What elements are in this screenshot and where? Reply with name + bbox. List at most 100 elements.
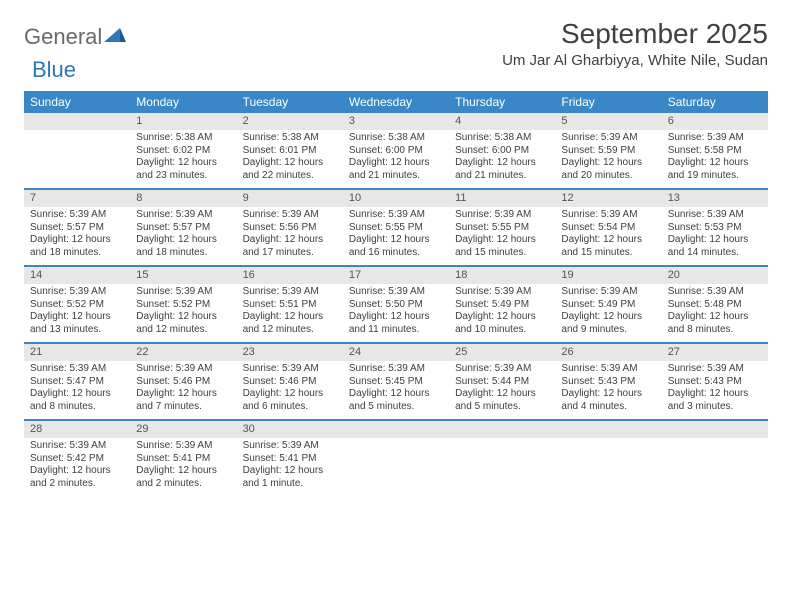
day-body: Sunrise: 5:39 AMSunset: 5:46 PMDaylight:… xyxy=(130,361,236,419)
daylight-line: Daylight: 12 hours and 21 minutes. xyxy=(349,157,443,182)
calendar-page: General September 2025 Um Jar Al Gharbiy… xyxy=(0,0,792,506)
daylight-line: Daylight: 12 hours and 20 minutes. xyxy=(561,157,655,182)
daylight-line: Daylight: 12 hours and 15 minutes. xyxy=(455,234,549,259)
sunset-line: Sunset: 5:50 PM xyxy=(349,299,443,312)
day-cell: 6Sunrise: 5:39 AMSunset: 5:58 PMDaylight… xyxy=(662,113,768,188)
sunrise-line: Sunrise: 5:39 AM xyxy=(136,209,230,222)
sunrise-line: Sunrise: 5:39 AM xyxy=(561,286,655,299)
daylight-line: Daylight: 12 hours and 21 minutes. xyxy=(455,157,549,182)
day-body: Sunrise: 5:39 AMSunset: 5:54 PMDaylight:… xyxy=(555,207,661,265)
day-body: Sunrise: 5:39 AMSunset: 5:43 PMDaylight:… xyxy=(555,361,661,419)
sunset-line: Sunset: 5:43 PM xyxy=(668,376,762,389)
day-number: 5 xyxy=(555,113,661,130)
day-number xyxy=(555,421,661,438)
day-number xyxy=(662,421,768,438)
day-number: 18 xyxy=(449,267,555,284)
sunrise-line: Sunrise: 5:38 AM xyxy=(349,132,443,145)
day-header-thu: Thursday xyxy=(449,91,555,113)
daylight-line: Daylight: 12 hours and 18 minutes. xyxy=(30,234,124,259)
day-body: Sunrise: 5:39 AMSunset: 5:48 PMDaylight:… xyxy=(662,284,768,342)
sunrise-line: Sunrise: 5:39 AM xyxy=(243,440,337,453)
day-body: Sunrise: 5:38 AMSunset: 6:00 PMDaylight:… xyxy=(449,130,555,188)
sunset-line: Sunset: 5:57 PM xyxy=(136,222,230,235)
day-body: Sunrise: 5:39 AMSunset: 5:43 PMDaylight:… xyxy=(662,361,768,419)
day-body: Sunrise: 5:39 AMSunset: 5:44 PMDaylight:… xyxy=(449,361,555,419)
day-body: Sunrise: 5:39 AMSunset: 5:50 PMDaylight:… xyxy=(343,284,449,342)
day-cell: 3Sunrise: 5:38 AMSunset: 6:00 PMDaylight… xyxy=(343,113,449,188)
sunrise-line: Sunrise: 5:38 AM xyxy=(243,132,337,145)
day-body xyxy=(24,130,130,186)
sunrise-line: Sunrise: 5:39 AM xyxy=(136,440,230,453)
day-cell: 17Sunrise: 5:39 AMSunset: 5:50 PMDayligh… xyxy=(343,267,449,342)
day-cell: 22Sunrise: 5:39 AMSunset: 5:46 PMDayligh… xyxy=(130,344,236,419)
daylight-line: Daylight: 12 hours and 12 minutes. xyxy=(136,311,230,336)
day-number: 29 xyxy=(130,421,236,438)
week-row: 7Sunrise: 5:39 AMSunset: 5:57 PMDaylight… xyxy=(24,190,768,267)
day-cell xyxy=(662,421,768,496)
day-number: 4 xyxy=(449,113,555,130)
sunrise-line: Sunrise: 5:39 AM xyxy=(136,363,230,376)
sunrise-line: Sunrise: 5:39 AM xyxy=(349,363,443,376)
day-cell: 16Sunrise: 5:39 AMSunset: 5:51 PMDayligh… xyxy=(237,267,343,342)
sunset-line: Sunset: 5:58 PM xyxy=(668,145,762,158)
sunrise-line: Sunrise: 5:39 AM xyxy=(455,363,549,376)
day-body xyxy=(449,438,555,494)
day-number: 26 xyxy=(555,344,661,361)
day-number: 1 xyxy=(130,113,236,130)
day-number: 10 xyxy=(343,190,449,207)
daylight-line: Daylight: 12 hours and 16 minutes. xyxy=(349,234,443,259)
daylight-line: Daylight: 12 hours and 12 minutes. xyxy=(243,311,337,336)
sunrise-line: Sunrise: 5:39 AM xyxy=(561,209,655,222)
week-row: 21Sunrise: 5:39 AMSunset: 5:47 PMDayligh… xyxy=(24,344,768,421)
day-body: Sunrise: 5:39 AMSunset: 5:49 PMDaylight:… xyxy=(555,284,661,342)
daylight-line: Daylight: 12 hours and 18 minutes. xyxy=(136,234,230,259)
day-body: Sunrise: 5:39 AMSunset: 5:46 PMDaylight:… xyxy=(237,361,343,419)
day-cell: 19Sunrise: 5:39 AMSunset: 5:49 PMDayligh… xyxy=(555,267,661,342)
daylight-line: Daylight: 12 hours and 13 minutes. xyxy=(30,311,124,336)
sunset-line: Sunset: 5:45 PM xyxy=(349,376,443,389)
daylight-line: Daylight: 12 hours and 15 minutes. xyxy=(561,234,655,259)
sunset-line: Sunset: 5:41 PM xyxy=(136,453,230,466)
day-number: 9 xyxy=(237,190,343,207)
day-number: 14 xyxy=(24,267,130,284)
day-body: Sunrise: 5:39 AMSunset: 5:45 PMDaylight:… xyxy=(343,361,449,419)
day-header-wed: Wednesday xyxy=(343,91,449,113)
week-row: 28Sunrise: 5:39 AMSunset: 5:42 PMDayligh… xyxy=(24,421,768,496)
sunrise-line: Sunrise: 5:39 AM xyxy=(243,363,337,376)
day-cell: 10Sunrise: 5:39 AMSunset: 5:55 PMDayligh… xyxy=(343,190,449,265)
day-cell: 7Sunrise: 5:39 AMSunset: 5:57 PMDaylight… xyxy=(24,190,130,265)
daylight-line: Daylight: 12 hours and 7 minutes. xyxy=(136,388,230,413)
day-cell: 4Sunrise: 5:38 AMSunset: 6:00 PMDaylight… xyxy=(449,113,555,188)
day-headers-row: Sunday Monday Tuesday Wednesday Thursday… xyxy=(24,91,768,113)
daylight-line: Daylight: 12 hours and 22 minutes. xyxy=(243,157,337,182)
day-number: 24 xyxy=(343,344,449,361)
sunset-line: Sunset: 5:49 PM xyxy=(455,299,549,312)
day-cell: 9Sunrise: 5:39 AMSunset: 5:56 PMDaylight… xyxy=(237,190,343,265)
day-cell xyxy=(24,113,130,188)
day-number xyxy=(343,421,449,438)
day-number: 15 xyxy=(130,267,236,284)
day-cell: 14 Sunrise: 5:39 AMSunset: 5:52 PMDayligh… xyxy=(24,267,130,342)
day-body: Sunrise: 5:39 AMSunset: 5:41 PMDaylight:… xyxy=(237,438,343,496)
day-cell: 24Sunrise: 5:39 AMSunset: 5:45 PMDayligh… xyxy=(343,344,449,419)
day-body xyxy=(343,438,449,494)
day-cell: 23Sunrise: 5:39 AMSunset: 5:46 PMDayligh… xyxy=(237,344,343,419)
logo-triangle-icon xyxy=(104,24,126,50)
day-body xyxy=(555,438,661,494)
sunset-line: Sunset: 5:52 PM xyxy=(30,299,124,312)
sunset-line: Sunset: 5:54 PM xyxy=(561,222,655,235)
day-number: 2 xyxy=(237,113,343,130)
day-cell: 15Sunrise: 5:39 AMSunset: 5:52 PMDayligh… xyxy=(130,267,236,342)
week-row: 14Sunrise: 5:39 AMSunset: 5:52 PMDayligh… xyxy=(24,267,768,344)
day-cell: 1Sunrise: 5:38 AMSunset: 6:02 PMDaylight… xyxy=(130,113,236,188)
sunset-line: Sunset: 5:47 PM xyxy=(30,376,124,389)
day-number: 11 xyxy=(449,190,555,207)
sunrise-line: Sunrise: 5:39 AM xyxy=(668,132,762,145)
day-body: Sunrise: 5:39 AMSunset: 5:59 PMDaylight:… xyxy=(555,130,661,188)
sunrise-line: Sunrise: 5:39 AM xyxy=(561,363,655,376)
day-body: Sunrise: 5:39 AMSunset: 5:58 PMDaylight:… xyxy=(662,130,768,188)
sunrise-line: Sunrise: 5:39 AM xyxy=(30,286,124,299)
sunrise-line: Sunrise: 5:39 AM xyxy=(668,209,762,222)
day-body: Sunrise: 5:39 AMSunset: 5:53 PMDaylight:… xyxy=(662,207,768,265)
daylight-line: Daylight: 12 hours and 10 minutes. xyxy=(455,311,549,336)
